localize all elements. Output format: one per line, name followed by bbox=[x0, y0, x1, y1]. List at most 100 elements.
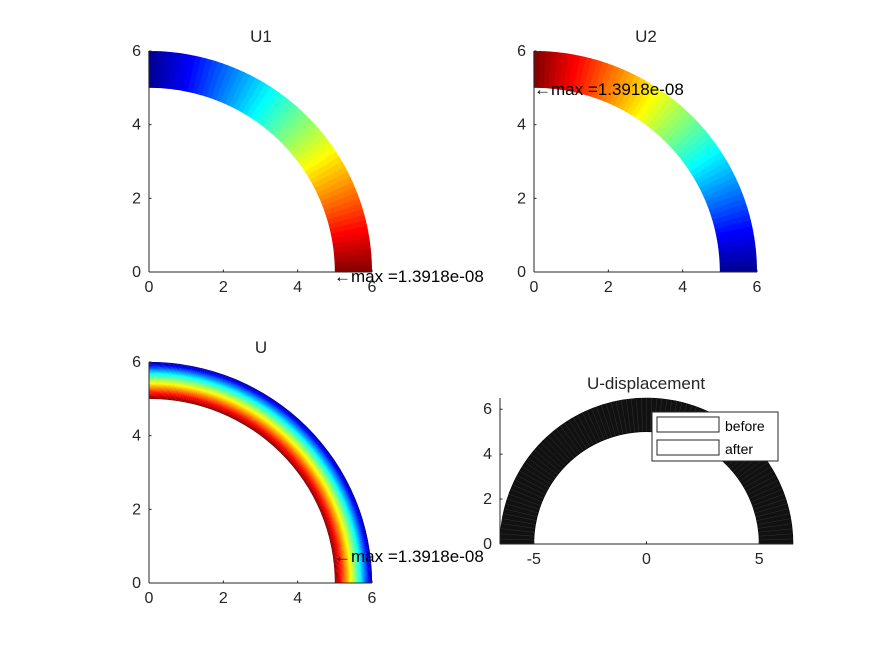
field-cell bbox=[187, 55, 202, 93]
field-cell bbox=[613, 72, 636, 108]
mesh-line bbox=[641, 398, 643, 432]
field-cell bbox=[257, 92, 285, 126]
field-cell bbox=[671, 123, 704, 153]
y-tick-label: 2 bbox=[517, 190, 526, 207]
field-cell bbox=[261, 96, 290, 129]
field-cell bbox=[327, 208, 365, 225]
field-cell bbox=[232, 74, 256, 111]
field-cell bbox=[697, 165, 733, 189]
field-cell bbox=[543, 51, 552, 89]
mesh-line bbox=[514, 479, 546, 495]
field-cell bbox=[646, 96, 675, 129]
field-cell bbox=[219, 67, 240, 104]
mesh-line bbox=[556, 428, 578, 456]
field-cell bbox=[712, 208, 750, 225]
field-cell bbox=[286, 123, 319, 153]
mesh-line bbox=[630, 398, 635, 433]
mesh-line bbox=[755, 508, 789, 518]
u-max-annotation: ←max =1.3918e-08 bbox=[334, 547, 484, 566]
field-cell bbox=[307, 155, 343, 180]
mesh-line bbox=[605, 403, 616, 437]
displacement-title: U-displacement bbox=[587, 374, 705, 393]
field-cell bbox=[276, 111, 307, 142]
mesh-line bbox=[548, 435, 572, 461]
u-axes: 0 2 4 6 0 2 4 6 bbox=[132, 354, 376, 607]
field-cell bbox=[718, 248, 757, 258]
field-cell bbox=[557, 52, 569, 91]
u2-axes: 0 2 4 6 0 2 4 6 bbox=[517, 43, 761, 296]
y-tick-label: 2 bbox=[132, 190, 141, 207]
field-cell bbox=[228, 72, 251, 108]
field-cell bbox=[562, 53, 575, 91]
mesh-line bbox=[650, 398, 652, 432]
field-cell bbox=[719, 253, 757, 263]
u1-title: U1 bbox=[250, 27, 272, 46]
field-cell bbox=[299, 141, 333, 168]
field-cell bbox=[253, 89, 281, 124]
field-cell bbox=[293, 132, 326, 160]
field-cell bbox=[333, 242, 371, 253]
mesh-line bbox=[750, 489, 783, 503]
field-cell bbox=[572, 55, 587, 93]
subplot-u2: 0 2 4 6 0 2 4 6 U2 ←max =1.3918e-08 bbox=[517, 27, 761, 296]
mesh-line bbox=[577, 414, 594, 445]
field-cell bbox=[595, 63, 614, 101]
field-cell bbox=[177, 53, 190, 91]
field-cell bbox=[172, 52, 184, 91]
mesh-line bbox=[552, 432, 575, 459]
field-cell bbox=[590, 61, 609, 99]
x-tick-label: 6 bbox=[368, 590, 377, 607]
mesh-line bbox=[510, 489, 543, 503]
field-cell bbox=[334, 265, 372, 272]
mesh-line bbox=[500, 538, 534, 541]
field-cell bbox=[617, 74, 641, 111]
y-tick-label: 4 bbox=[517, 117, 526, 134]
field-cell bbox=[205, 61, 224, 99]
mesh-line bbox=[505, 503, 539, 514]
field-cell bbox=[322, 192, 360, 211]
field-cell bbox=[241, 80, 266, 115]
field-cell bbox=[705, 186, 743, 207]
x-tick-label: 0 bbox=[642, 551, 651, 568]
mesh-line bbox=[560, 425, 581, 454]
field-cell bbox=[686, 146, 722, 172]
field-cell bbox=[191, 56, 207, 95]
y-tick-label: 2 bbox=[132, 501, 141, 518]
mesh-line bbox=[502, 518, 536, 525]
x-tick-label: 6 bbox=[753, 279, 762, 296]
mesh-line bbox=[636, 398, 639, 432]
y-tick-label: 6 bbox=[517, 43, 526, 60]
mesh-line bbox=[517, 475, 548, 492]
field-cell bbox=[719, 265, 757, 272]
x-tick-label: 4 bbox=[293, 279, 302, 296]
field-cell bbox=[701, 176, 738, 198]
subplot-u: 0 2 4 6 0 2 4 6 U ←max =1.3918e-08 bbox=[132, 338, 484, 607]
field-cell bbox=[567, 54, 581, 92]
field-cell bbox=[689, 151, 725, 176]
mesh-line bbox=[749, 484, 781, 499]
field-cell bbox=[332, 236, 371, 248]
field-cell bbox=[201, 59, 218, 97]
legend: before after bbox=[651, 411, 779, 462]
field-cell bbox=[538, 51, 546, 89]
field-cell bbox=[694, 160, 730, 185]
field-cell bbox=[630, 83, 656, 118]
u2-title: U2 bbox=[635, 27, 657, 46]
x-tick-label: 2 bbox=[604, 279, 613, 296]
mesh-line bbox=[501, 523, 535, 529]
mesh-line bbox=[759, 538, 793, 541]
mesh-line bbox=[564, 422, 584, 452]
field-cell bbox=[604, 67, 625, 104]
field-cell bbox=[665, 115, 696, 146]
field-cell bbox=[654, 103, 684, 136]
mesh-line bbox=[504, 508, 538, 518]
mesh-line bbox=[758, 533, 793, 537]
field-cell bbox=[149, 396, 337, 583]
mesh-line bbox=[758, 528, 793, 533]
field-cell bbox=[158, 51, 167, 89]
field-cell bbox=[576, 56, 592, 95]
mesh-line bbox=[522, 466, 552, 485]
mesh-line bbox=[758, 523, 792, 529]
mesh-line bbox=[741, 466, 771, 485]
